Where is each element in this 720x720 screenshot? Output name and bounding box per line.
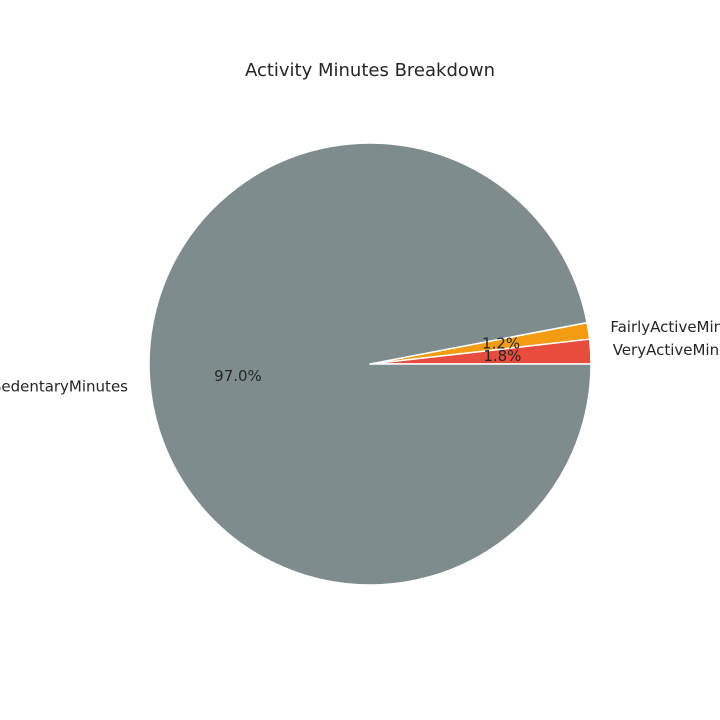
slice-label-SedentaryMinutes: SedentaryMinutes [0, 377, 128, 395]
pie-slice-SedentaryMinutes [148, 142, 592, 586]
slice-pct-SedentaryMinutes: 97.0% [214, 367, 262, 385]
pie-slices [148, 142, 592, 586]
slice-label-VeryActiveMinutes: VeryActiveMinutes [613, 341, 720, 359]
slice-pct-FairlyActiveMinutes: 1.2% [482, 335, 520, 353]
chart-title: Activity Minutes Breakdown [245, 60, 495, 81]
slice-label-FairlyActiveMinutes: FairlyActiveMinutes [610, 318, 720, 336]
pie-labels: VeryActiveMinutes 1.8% FairlyActiveMinutes… [0, 318, 720, 395]
slice-pct-VeryActiveMinutes: 1.8% [483, 347, 521, 365]
